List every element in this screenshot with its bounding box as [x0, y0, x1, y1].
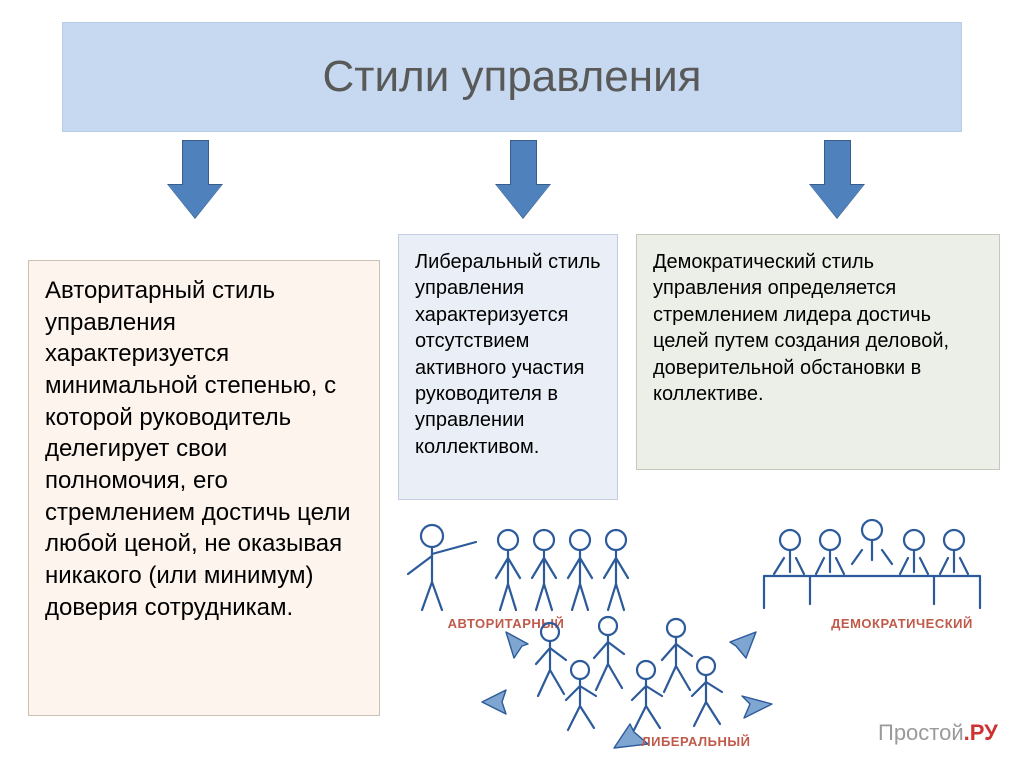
brand-text-gray: Простой	[878, 720, 964, 745]
brand-logo: Простой.РУ	[878, 720, 998, 746]
illus-label-liberal: ЛИБЕРАЛЬНЫЙ	[642, 734, 751, 749]
down-arrow-3	[810, 140, 864, 218]
illus-label-democratic: ДЕМОКРАТИЧЕСКИЙ	[831, 616, 973, 631]
card-liberal: Либеральный стиль управления характеризу…	[398, 234, 618, 500]
card-democratic: Демократический стиль управления определ…	[636, 234, 1000, 470]
card-authoritarian: Авторитарный стиль управления характериз…	[28, 260, 380, 716]
brand-text-red: .РУ	[964, 720, 998, 745]
card-text-authoritarian: Авторитарный стиль управления характериз…	[45, 275, 363, 623]
down-arrow-2	[496, 140, 550, 218]
down-arrow-1	[168, 140, 222, 218]
page-title: Стили управления	[323, 52, 702, 102]
illustration-liberal: ЛИБЕРАЛЬНЫЙ	[480, 612, 780, 752]
illustration-democratic: ДЕМОКРАТИЧЕСКИЙ	[744, 500, 1000, 634]
card-text-liberal: Либеральный стиль управления характеризу…	[415, 249, 601, 460]
card-text-democratic: Демократический стиль управления определ…	[653, 249, 983, 407]
title-box: Стили управления	[62, 22, 962, 132]
